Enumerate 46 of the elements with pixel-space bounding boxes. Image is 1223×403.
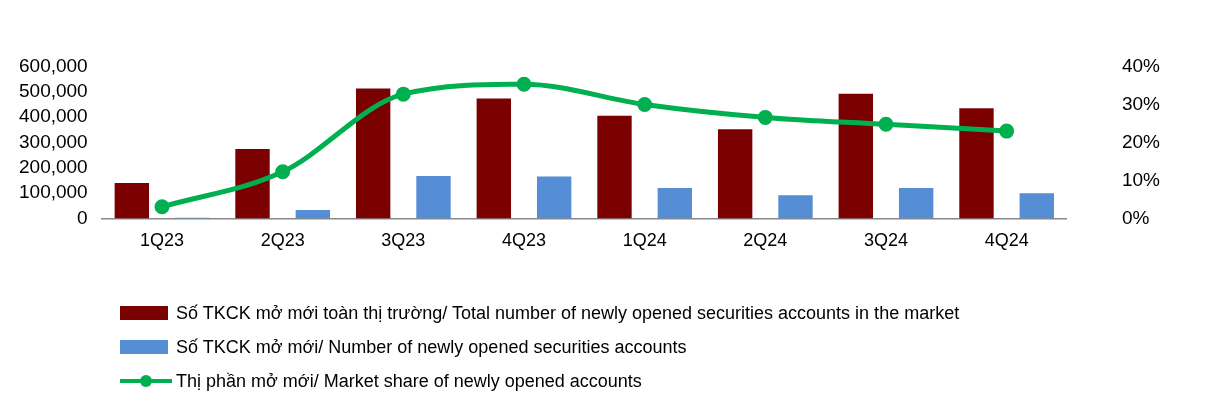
point: [395, 86, 411, 102]
point: [275, 164, 291, 180]
y-tick-label: 400,000: [18, 105, 88, 127]
bar: [838, 93, 874, 219]
point: [516, 76, 532, 92]
x-tick-label: 1Q23: [139, 230, 185, 251]
y2-tick-label: 0%: [1121, 206, 1150, 228]
point: [154, 199, 170, 215]
x-tick-label: 4Q23: [501, 230, 547, 251]
legend-label: Số TKCK mở mới/ Number of newly opened securities accounts: [176, 336, 687, 358]
x-tick-label: 2Q23: [260, 230, 305, 251]
y2-tick-label: 20%: [1121, 130, 1161, 152]
bar: [295, 209, 331, 219]
bar: [1019, 193, 1054, 219]
x-tick-label: 3Q24: [863, 230, 908, 251]
bar: [114, 183, 150, 219]
point: [878, 116, 894, 132]
x-tick-label: 2Q24: [743, 230, 788, 251]
y-tick-label: 100,000: [18, 181, 88, 203]
y-tick-label: 300,000: [18, 130, 88, 152]
y-tick-label: 200,000: [18, 156, 88, 178]
bar: [597, 115, 632, 219]
bar: [355, 88, 391, 219]
x-tick-label: 3Q23: [381, 230, 426, 251]
point: [999, 123, 1015, 139]
x-tick-label: 1Q24: [622, 230, 667, 251]
legend-label: Thị phần mở mới/ Market share of newly opened accounts: [176, 370, 642, 392]
y-tick-label: 600,000: [18, 54, 88, 76]
point: [637, 96, 653, 112]
bar: [778, 195, 813, 219]
x-tick-label: 4Q24: [984, 230, 1029, 251]
bar: [898, 187, 934, 219]
bar: [657, 187, 693, 219]
bar: [416, 175, 451, 219]
bar: [476, 98, 512, 219]
y2-tick-label: 40%: [1121, 54, 1161, 76]
bar: [959, 108, 994, 219]
y2-tick-label: 30%: [1121, 92, 1161, 114]
y-tick-label: 0: [77, 206, 88, 228]
bar: [235, 149, 270, 219]
point: [757, 109, 773, 125]
legend-label: Số TKCK mở mới toàn thị trường/ Total number of newly opened securities accounts in the market: [176, 302, 960, 324]
bar: [717, 129, 753, 219]
y-tick-label: 500,000: [18, 80, 88, 101]
y2-tick-label: 10%: [1121, 168, 1161, 190]
bar: [536, 176, 572, 219]
